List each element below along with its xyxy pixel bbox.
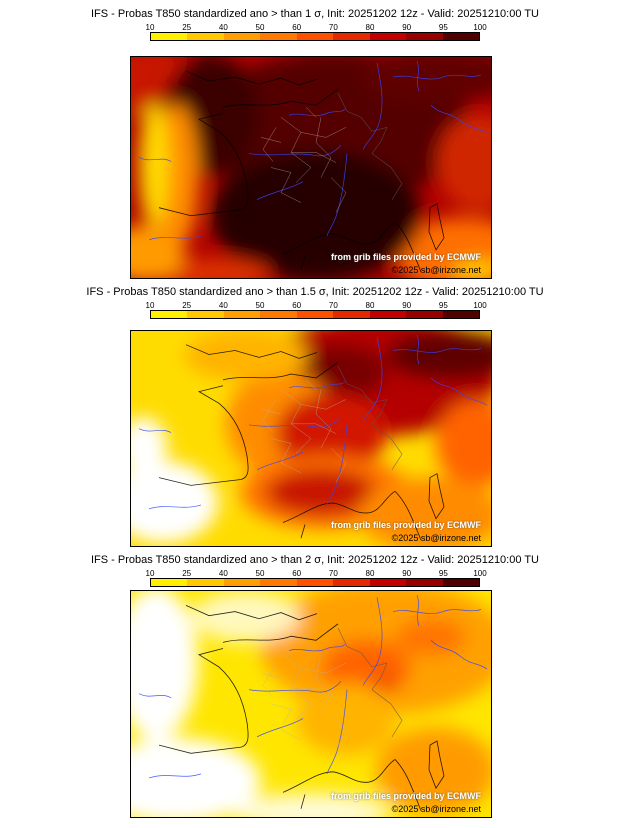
panel-title: IFS - Probas T850 standardized ano > tha… (90, 8, 539, 20)
map-canvas-sigma-1-5 (131, 331, 491, 546)
map-canvas-sigma-1 (131, 57, 491, 278)
colorbar-segment (223, 579, 261, 586)
colorbar-tick: 95 (438, 301, 448, 310)
probability-field (131, 331, 491, 546)
colorbar-segment (333, 311, 370, 318)
colorbar-tick: 90 (402, 301, 412, 310)
colorbar: 10 25 40 50 60 70 80 90 95 100 (146, 569, 487, 587)
colorbar-tick: 40 (218, 569, 228, 578)
colorbar-segment (151, 579, 188, 586)
colorbar-segment (260, 311, 297, 318)
colorbar-segment (187, 311, 224, 318)
colorbar-tick: 40 (218, 301, 228, 310)
ecmwf-credit: from grib files provided by ECMWF (330, 791, 481, 801)
colorbar-tick: 80 (365, 23, 375, 32)
panel-sigma-1: IFS - Probas T850 standardized ano > tha… (0, 0, 630, 279)
colorbar-tick: 100 (473, 301, 487, 310)
colorbar-tick: 60 (292, 23, 302, 32)
colorbar-tick: 70 (328, 23, 338, 32)
colorbar-tick: 95 (438, 569, 448, 578)
map-sigma-1: from grib files provided by ECMWF ©2025 … (130, 56, 492, 279)
colorbar-tick: 80 (365, 301, 375, 310)
colorbar-tick: 80 (365, 569, 375, 578)
colorbar-tick: 60 (292, 569, 302, 578)
colorbar-segment (296, 579, 334, 586)
colorbar: 10 25 40 50 60 70 80 90 95 100 (146, 23, 487, 41)
colorbar-segment (296, 33, 334, 40)
colorbar-tick: 60 (292, 301, 302, 310)
copyright-line: ©2025 sb@irizone.net (391, 265, 481, 275)
colorbar-segment (187, 33, 224, 40)
ecmwf-credit: from grib files provided by ECMWF (330, 520, 481, 530)
map-sigma-2: from grib files provided by ECMWF ©2025 … (130, 590, 492, 818)
colorbar-segment (151, 311, 188, 318)
colorbar-segment (442, 579, 479, 586)
colorbar-segment (187, 579, 224, 586)
colorbar-tick: 50 (255, 23, 265, 32)
colorbar-tick: 40 (218, 23, 228, 32)
colorbar-tick: 10 (145, 301, 155, 310)
colorbar-tick: 100 (473, 569, 487, 578)
ecmwf-credit: from grib files provided by ECMWF (330, 252, 481, 262)
panel-sigma-1-5: IFS - Probas T850 standardized ano > tha… (0, 278, 630, 547)
colorbar-ticks: 10 25 40 50 60 70 80 90 95 100 (146, 23, 487, 32)
colorbar-tick: 10 (145, 569, 155, 578)
colorbar-segment (260, 33, 297, 40)
colorbar-ticks: 10 25 40 50 60 70 80 90 95 100 (146, 301, 487, 310)
panel-sigma-2: IFS - Probas T850 standardized ano > tha… (0, 546, 630, 828)
colorbar-tick: 25 (182, 301, 192, 310)
colorbar-segment (260, 579, 297, 586)
panel-title: IFS - Probas T850 standardized ano > tha… (86, 286, 544, 298)
colorbar-bar (150, 310, 480, 319)
colorbar-segment (442, 311, 479, 318)
colorbar-segment (442, 33, 479, 40)
colorbar-segment (223, 33, 261, 40)
colorbar-tick: 50 (255, 301, 265, 310)
colorbar-segment (151, 33, 188, 40)
colorbar-segment (406, 311, 443, 318)
colorbar-segment (333, 33, 370, 40)
probability-field (131, 57, 491, 278)
colorbar: 10 25 40 50 60 70 80 90 95 100 (146, 301, 487, 319)
colorbar-tick: 70 (328, 301, 338, 310)
colorbar-bar (150, 578, 480, 587)
colorbar-tick: 10 (145, 23, 155, 32)
colorbar-tick: 90 (402, 23, 412, 32)
colorbar-tick: 50 (255, 569, 265, 578)
colorbar-tick: 70 (328, 569, 338, 578)
probability-field (131, 591, 491, 817)
colorbar-tick: 100 (473, 23, 487, 32)
map-sigma-1-5: from grib files provided by ECMWF ©2025 … (130, 330, 492, 547)
colorbar-segment (369, 33, 407, 40)
colorbar-segment (223, 311, 261, 318)
colorbar-tick: 90 (402, 569, 412, 578)
copyright-line: ©2025 sb@irizone.net (391, 804, 481, 814)
colorbar-segment (369, 579, 407, 586)
colorbar-tick: 25 (182, 23, 192, 32)
colorbar-segment (406, 579, 443, 586)
colorbar-segment (333, 579, 370, 586)
colorbar-tick: 25 (182, 569, 192, 578)
map-canvas-sigma-2 (131, 591, 491, 817)
colorbar-segment (369, 311, 407, 318)
panel-title: IFS - Probas T850 standardized ano > tha… (90, 554, 539, 566)
colorbar-ticks: 10 25 40 50 60 70 80 90 95 100 (146, 569, 487, 578)
colorbar-segment (406, 33, 443, 40)
copyright-line: ©2025 sb@irizone.net (391, 533, 481, 543)
colorbar-segment (296, 311, 334, 318)
colorbar-tick: 95 (438, 23, 448, 32)
colorbar-bar (150, 32, 480, 41)
